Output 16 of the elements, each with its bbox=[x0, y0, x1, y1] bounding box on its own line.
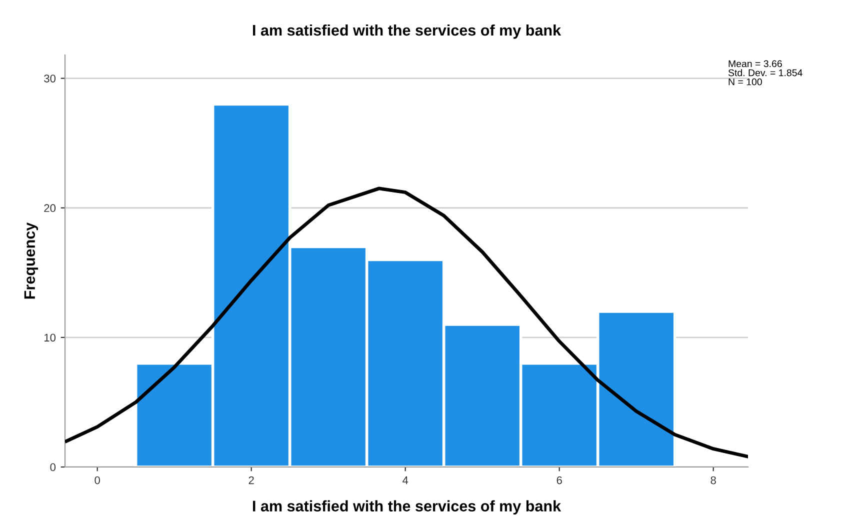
x-tick-label: 2 bbox=[248, 476, 254, 484]
x-tick-label: 8 bbox=[710, 476, 716, 484]
annotation: Mean = 3.66 bbox=[728, 60, 782, 68]
y-tick-label: 30 bbox=[44, 74, 56, 82]
annotation: Std. Dev. = 1.854 bbox=[728, 69, 802, 76]
x-tick-label: 0 bbox=[94, 476, 100, 484]
x-axis-title: I am satisfied with the services of my bank bbox=[253, 500, 562, 515]
line-series bbox=[65, 186, 748, 458]
annotation: N = 100 bbox=[728, 78, 762, 86]
x-tick-label: 4 bbox=[402, 476, 408, 484]
y-tick-label: 0 bbox=[50, 463, 56, 472]
y-axis-title: Frequency bbox=[24, 222, 38, 299]
y-tick-label: 10 bbox=[44, 334, 56, 342]
y-tick-label: 20 bbox=[44, 204, 56, 212]
x-tick-label: 6 bbox=[556, 476, 562, 484]
chart-title: I am satisfied with the services of my bank bbox=[253, 24, 562, 39]
